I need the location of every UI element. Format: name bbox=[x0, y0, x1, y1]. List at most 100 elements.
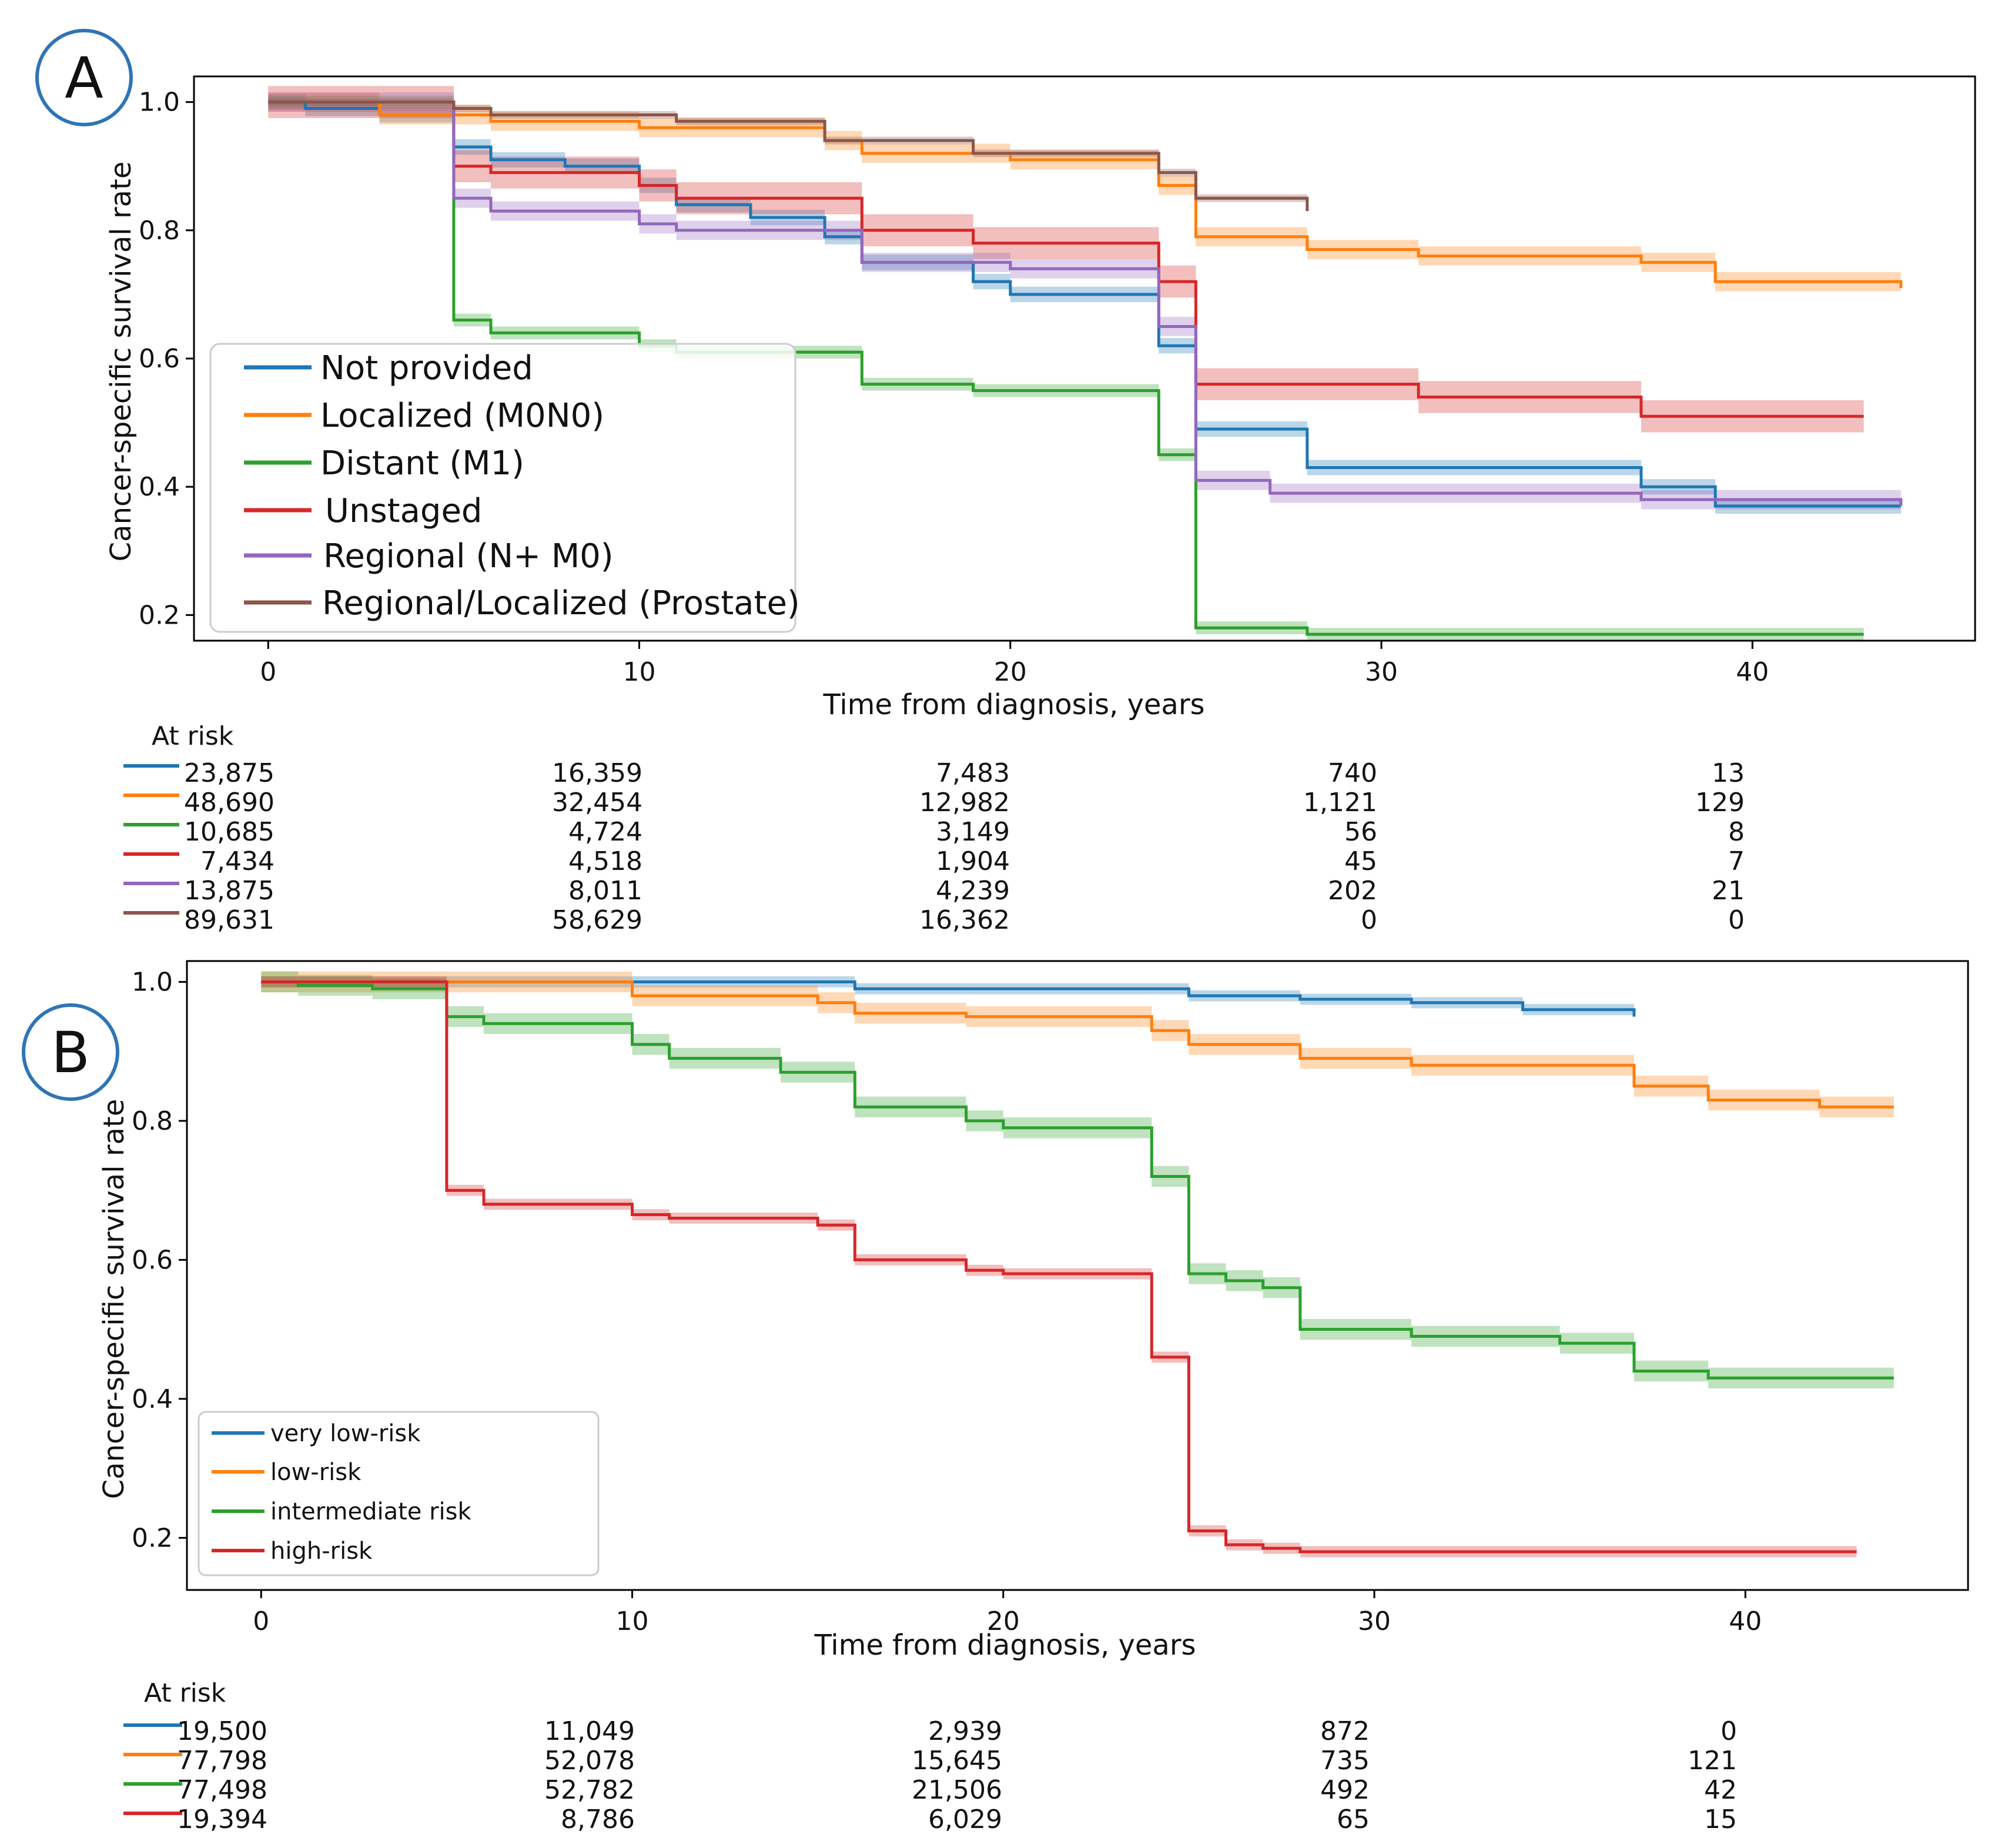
panel-a-x-axis-label: Time from diagnosis, years bbox=[822, 688, 1204, 721]
at-risk-a-r2-c5: 129 bbox=[1695, 788, 1745, 818]
x-tick-label-b-0: 0 bbox=[253, 1606, 269, 1636]
at-risk-b-r1-c3: 2,939 bbox=[928, 1716, 1002, 1746]
at-risk-a-r4-c4: 45 bbox=[1344, 846, 1377, 876]
at-risk-b-r2-c2: 52,078 bbox=[544, 1746, 635, 1776]
at-risk-a-r3-c2: 4,724 bbox=[568, 817, 642, 847]
panel-a-letter: A bbox=[65, 45, 103, 111]
at-risk-a-r1-c2: 16,359 bbox=[552, 758, 642, 788]
curve-a-regional-localized-prostate bbox=[268, 101, 1309, 212]
legend-b-low-label: low-risk bbox=[270, 1459, 362, 1486]
at-risk-b-r2-c4: 735 bbox=[1320, 1746, 1370, 1776]
at-risk-a-r5-c2: 8,011 bbox=[568, 876, 642, 906]
panel-a-survival-curves bbox=[268, 101, 1903, 636]
y-tick-label-a-0-2: 0.2 bbox=[139, 600, 180, 630]
at-risk-a-r3-c1: 10,685 bbox=[184, 817, 275, 847]
curve-b-high-risk bbox=[261, 980, 1857, 1554]
panel-b-at-risk-title: At risk bbox=[144, 1678, 226, 1708]
y-tick-label-b-0-8: 0.8 bbox=[132, 1106, 173, 1136]
legend-a-localized-label: Localized (M0N0) bbox=[320, 397, 604, 435]
x-tick-label-b-10: 10 bbox=[616, 1606, 649, 1636]
at-risk-a-r1-c3: 7,483 bbox=[936, 758, 1010, 788]
x-tick-label-a-40: 40 bbox=[1736, 657, 1769, 687]
at-risk-b-r4-c4: 65 bbox=[1337, 1805, 1370, 1834]
panel-a-legend: Not provided Localized (M0N0) Distant (M… bbox=[209, 343, 800, 633]
curve-b-low-risk bbox=[261, 980, 1894, 1109]
curve-b-intermediate-risk bbox=[261, 980, 1894, 1380]
at-risk-a-r5-c5: 21 bbox=[1712, 876, 1745, 906]
panel-b-x-axis-label: Time from diagnosis, years bbox=[814, 1629, 1196, 1662]
at-risk-a-r4-c2: 4,518 bbox=[568, 846, 642, 876]
at-risk-b-r4-c5: 15 bbox=[1704, 1805, 1737, 1834]
at-risk-a-r6-c4: 0 bbox=[1361, 905, 1377, 935]
at-risk-a-r6-c3: 16,362 bbox=[919, 905, 1010, 935]
panel-b-y-axis-label: Cancer-specific survival rate bbox=[98, 1099, 130, 1499]
at-risk-a-r1-c5: 13 bbox=[1712, 758, 1745, 788]
panel-b-legend-frame bbox=[198, 1411, 600, 1576]
y-tick-label-b-1-0: 1.0 bbox=[132, 967, 173, 997]
x-tick-label-b-20: 20 bbox=[987, 1606, 1020, 1636]
curve-b-very-low-risk bbox=[261, 980, 1636, 1017]
at-risk-a-r3-c5: 8 bbox=[1728, 817, 1745, 847]
curve-a-regional-n-m0 bbox=[268, 101, 1903, 506]
at-risk-b-r1-c5: 0 bbox=[1721, 1716, 1737, 1746]
legend-a-regional-label: Regional (N+ M0) bbox=[323, 537, 614, 575]
y-tick-label-b-0-2: 0.2 bbox=[132, 1523, 173, 1553]
band-b-low-risk bbox=[261, 971, 1894, 1117]
y-tick-label-a-1-0: 1.0 bbox=[139, 88, 180, 118]
at-risk-a-r6-c2: 58,629 bbox=[552, 905, 642, 935]
at-risk-b-r3-c2: 52,782 bbox=[544, 1775, 635, 1805]
at-risk-a-r5-c1: 13,875 bbox=[184, 876, 275, 906]
at-risk-a-r5-c4: 202 bbox=[1328, 876, 1377, 906]
panel-b-at-risk-table: At risk 19,500 11,049 2,939 872 0 77,798… bbox=[123, 1678, 1737, 1834]
at-risk-b-r3-c1: 77,498 bbox=[177, 1775, 267, 1805]
at-risk-b-r2-c5: 121 bbox=[1688, 1746, 1737, 1776]
at-risk-a-r5-c3: 4,239 bbox=[936, 876, 1010, 906]
band-a-localized-m0n0 bbox=[268, 92, 1901, 298]
at-risk-a-r2-c2: 32,454 bbox=[552, 788, 642, 818]
panel-a: A 0 10 20 30 40 0.2 0.4 0.6 0.8 1.0 Time from dia… bbox=[35, 29, 1976, 935]
panel-a-at-risk-title: At risk bbox=[152, 721, 234, 751]
panel-a-badge bbox=[35, 29, 133, 126]
x-tick-label-a-30: 30 bbox=[1365, 657, 1398, 687]
at-risk-b-r1-c4: 872 bbox=[1320, 1716, 1370, 1746]
x-tick-label-a-20: 20 bbox=[994, 657, 1027, 687]
panel-b-legend: very low-risk low-risk intermediate risk… bbox=[198, 1411, 600, 1576]
at-risk-a-r2-c1: 48,690 bbox=[184, 788, 275, 818]
y-tick-label-b-0-4: 0.4 bbox=[132, 1384, 173, 1414]
panel-b-survival-curves bbox=[261, 980, 1894, 1554]
x-tick-label-a-10: 10 bbox=[623, 657, 656, 687]
legend-a-not-provided-label: Not provided bbox=[320, 349, 533, 387]
at-risk-b-r2-c1: 77,798 bbox=[177, 1746, 267, 1776]
panel-b: B 0 10 20 30 40 0.2 0.4 0.6 0.8 1.0 Time from dia… bbox=[22, 960, 1969, 1834]
curve-a-unstaged bbox=[268, 101, 1864, 418]
legend-a-unstaged-label: Unstaged bbox=[325, 492, 482, 530]
at-risk-a-r4-c3: 1,904 bbox=[936, 846, 1010, 876]
at-risk-b-r3-c5: 42 bbox=[1704, 1775, 1737, 1805]
panel-b-letter: B bbox=[51, 1020, 90, 1086]
at-risk-a-r4-c5: 7 bbox=[1728, 846, 1745, 876]
at-risk-a-r2-c4: 1,121 bbox=[1303, 788, 1377, 818]
at-risk-a-r6-c1: 89,631 bbox=[184, 905, 275, 935]
at-risk-b-r2-c3: 15,645 bbox=[912, 1746, 1002, 1776]
at-risk-b-r4-c3: 6,029 bbox=[928, 1805, 1002, 1834]
at-risk-b-r3-c4: 492 bbox=[1320, 1775, 1370, 1805]
legend-b-very-low-label: very low-risk bbox=[270, 1420, 421, 1447]
at-risk-a-r4-c1: 7,434 bbox=[200, 846, 275, 876]
at-risk-b-r4-c2: 8,786 bbox=[561, 1805, 635, 1834]
x-tick-label-b-40: 40 bbox=[1729, 1606, 1762, 1636]
y-tick-label-b-0-6: 0.6 bbox=[132, 1245, 173, 1275]
at-risk-a-r3-c3: 3,149 bbox=[936, 817, 1010, 847]
panel-b-axes: 0 10 20 30 40 0.2 0.4 0.6 0.8 1.0 bbox=[132, 967, 1762, 1636]
band-a-unstaged bbox=[268, 86, 1864, 433]
panel-a-legend-frame bbox=[209, 343, 796, 633]
at-risk-a-r6-c5: 0 bbox=[1728, 905, 1745, 935]
panel-a-y-axis-label: Cancer-specific survival rate bbox=[105, 162, 138, 562]
panel-a-axes: 0 10 20 30 40 0.2 0.4 0.6 0.8 1.0 bbox=[139, 88, 1769, 687]
at-risk-b-r3-c3: 21,506 bbox=[912, 1775, 1002, 1805]
at-risk-a-r1-c4: 740 bbox=[1328, 758, 1377, 788]
legend-a-distant-label: Distant (M1) bbox=[320, 444, 524, 483]
y-tick-label-a-0-6: 0.6 bbox=[139, 344, 180, 374]
x-tick-label-a-0: 0 bbox=[260, 657, 276, 687]
legend-b-intermediate-label: intermediate risk bbox=[270, 1498, 471, 1525]
